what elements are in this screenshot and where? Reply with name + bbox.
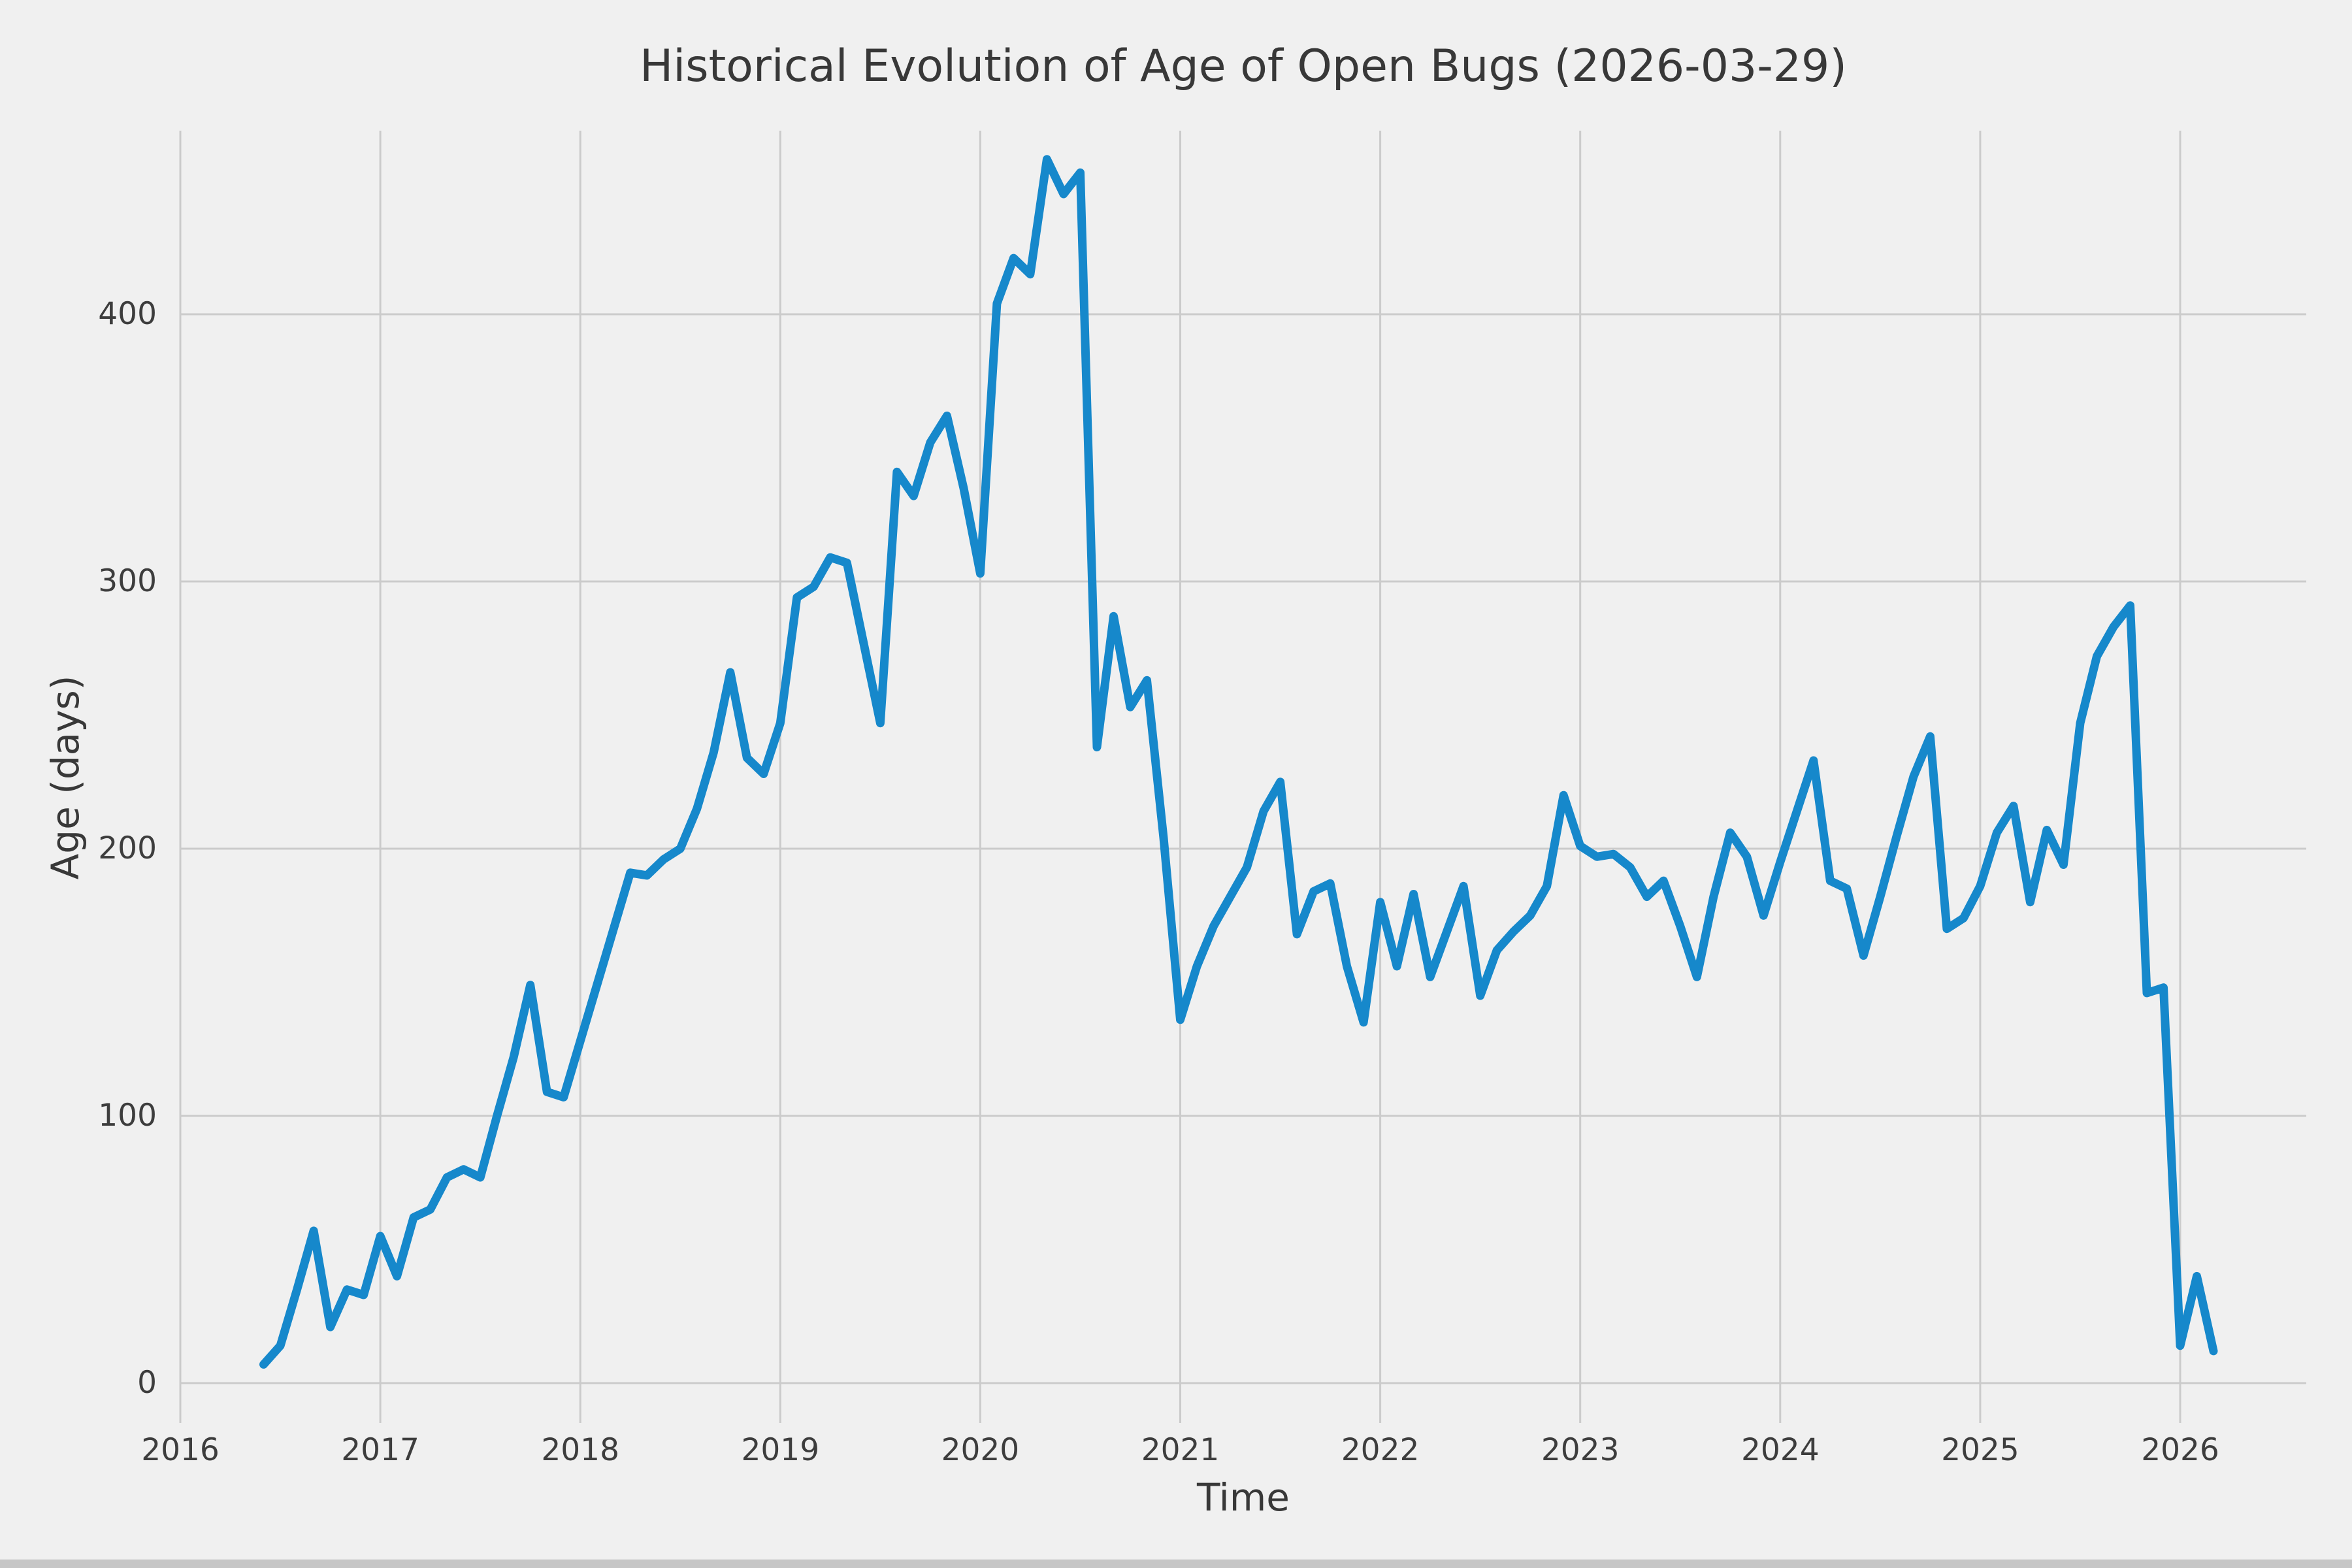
x-tick-label: 2026 — [2141, 1432, 2219, 1468]
chart-title: Historical Evolution of Age of Open Bugs… — [640, 41, 1847, 92]
x-tick-label: 2019 — [741, 1432, 820, 1468]
x-tick-label: 2024 — [1740, 1432, 1820, 1468]
x-tick-label: 2022 — [1341, 1432, 1420, 1468]
x-tick-label: 2021 — [1141, 1432, 1220, 1468]
y-tick-label: 100 — [98, 1098, 157, 1134]
x-tick-label: 2023 — [1541, 1432, 1620, 1468]
y-tick-label: 300 — [98, 563, 157, 599]
data-series-line — [259, 155, 2218, 1369]
x-tick-label: 2017 — [341, 1432, 419, 1468]
x-tick-label: 2020 — [941, 1432, 1020, 1468]
x-tick-label: 2025 — [1941, 1432, 2019, 1468]
window-bottom-edge — [0, 1560, 2352, 1568]
x-tick-label: 2016 — [141, 1432, 220, 1468]
x-axis-label: Time — [1197, 1475, 1290, 1520]
x-tick-label: 2018 — [541, 1432, 619, 1468]
y-tick-label: 200 — [98, 830, 157, 866]
y-tick-label: 0 — [137, 1365, 157, 1401]
y-tick-label: 400 — [98, 296, 157, 332]
